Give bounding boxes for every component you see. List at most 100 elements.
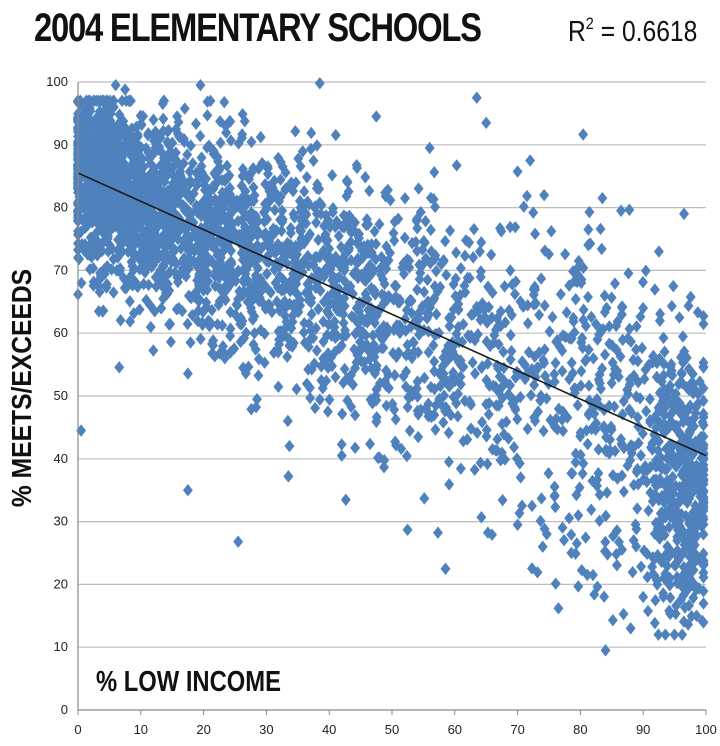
data-point-3354	[684, 571, 695, 585]
data-point-1992	[250, 210, 261, 223]
tick-labels: 0 10 20 30 40 50 60 70 80 90 100 0 10 20 30 40 50 60 70 80 9…	[46, 74, 717, 737]
data-point-2520	[443, 455, 454, 469]
data-point-2439	[424, 308, 434, 321]
data-point-3295	[698, 571, 709, 584]
data-point-2493	[369, 225, 380, 238]
data-point-2894	[617, 408, 628, 421]
data-point-2329	[418, 323, 429, 337]
data-point-2466	[505, 264, 516, 277]
data-point-1795	[275, 155, 286, 169]
data-point-2303	[329, 321, 340, 334]
data-point-2668	[515, 295, 526, 308]
data-point-822	[163, 184, 174, 197]
data-point-2005	[297, 145, 308, 158]
x-tick-label-10: 10	[134, 722, 148, 737]
data-point-2410	[445, 408, 456, 422]
data-point-2330	[365, 269, 375, 283]
data-point-2467	[440, 405, 451, 418]
data-point-3231	[649, 616, 660, 630]
data-point-3050	[677, 330, 688, 343]
data-point-2310	[459, 279, 470, 292]
data-point-1858	[219, 352, 230, 365]
data-point-2941	[566, 332, 577, 345]
data-point-3040	[665, 379, 676, 393]
data-point-2679	[523, 366, 534, 380]
data-point-1989	[220, 293, 231, 307]
data-point-2806	[631, 343, 642, 356]
data-point-1510	[139, 182, 150, 195]
data-point-933	[112, 251, 123, 264]
data-point-1441	[113, 220, 124, 233]
data-point-3138	[647, 551, 658, 564]
data-point-1883	[299, 185, 310, 198]
data-point-1968	[279, 283, 290, 297]
data-point-2140	[352, 161, 362, 175]
data-point-2724	[578, 313, 589, 327]
data-point-688	[115, 314, 126, 327]
data-point-1124	[109, 199, 120, 212]
data-point-2387	[446, 372, 457, 386]
data-point-1657	[244, 169, 255, 183]
data-point-2300	[347, 287, 358, 301]
data-point-1982	[226, 222, 237, 236]
data-point-1590	[195, 129, 206, 143]
data-point-2936	[576, 564, 587, 577]
data-point-3364	[687, 375, 698, 389]
data-point-714	[78, 242, 89, 255]
data-point-2464	[460, 286, 471, 299]
data-point-3222	[698, 360, 709, 373]
data-point-2696	[558, 424, 568, 438]
data-point-744	[89, 158, 100, 171]
data-point-2254	[385, 193, 396, 207]
data-point-2201	[354, 343, 365, 356]
data-point-2098	[327, 286, 338, 300]
data-point-3310	[671, 460, 682, 473]
data-point-2496	[428, 339, 439, 352]
data-point-1619	[184, 245, 195, 259]
data-point-2800	[581, 353, 592, 366]
data-point-3410	[336, 449, 347, 462]
data-point-1491	[198, 202, 209, 215]
data-point-2681	[541, 527, 552, 541]
data-point-2713	[578, 128, 589, 141]
data-point-2695	[534, 308, 545, 322]
data-point-3254	[695, 511, 706, 525]
data-point-2050	[364, 184, 375, 198]
data-point-2239	[361, 213, 372, 226]
data-point-2255	[366, 238, 377, 251]
data-point-1856	[311, 216, 322, 229]
data-point-2299	[369, 284, 380, 298]
data-point-1562	[180, 183, 190, 197]
data-point-1141	[146, 194, 157, 207]
data-point-3048	[662, 559, 673, 573]
data-point-1633	[274, 304, 285, 317]
data-point-1994	[225, 329, 236, 343]
data-point-1862	[240, 185, 251, 198]
data-point-2658	[574, 481, 585, 494]
data-point-683	[145, 320, 156, 334]
data-point-1690	[199, 274, 210, 288]
data-point-2791	[659, 345, 670, 358]
x-tick-label-100: 100	[695, 722, 717, 737]
data-point-3400	[252, 392, 262, 406]
data-point-2036	[310, 401, 321, 415]
data-point-1436	[222, 159, 232, 173]
data-point-3272	[663, 550, 674, 564]
data-point-2914	[555, 288, 566, 301]
data-point-2593	[538, 424, 549, 438]
data-point-1677	[247, 165, 258, 178]
data-point-2585	[527, 499, 538, 513]
data-point-1942	[318, 244, 329, 257]
data-point-1608	[195, 332, 206, 346]
data-point-3305	[627, 565, 638, 579]
data-point-1218	[215, 115, 226, 128]
data-point-2626	[432, 526, 443, 539]
data-point-1869	[261, 254, 272, 268]
data-point-2935	[641, 475, 652, 489]
data-point-919	[81, 187, 92, 200]
data-point-1447	[248, 181, 259, 194]
data-point-1028	[152, 178, 163, 191]
data-point-2646	[522, 299, 533, 312]
data-point-1873	[192, 173, 203, 187]
data-point-2921	[606, 420, 617, 433]
